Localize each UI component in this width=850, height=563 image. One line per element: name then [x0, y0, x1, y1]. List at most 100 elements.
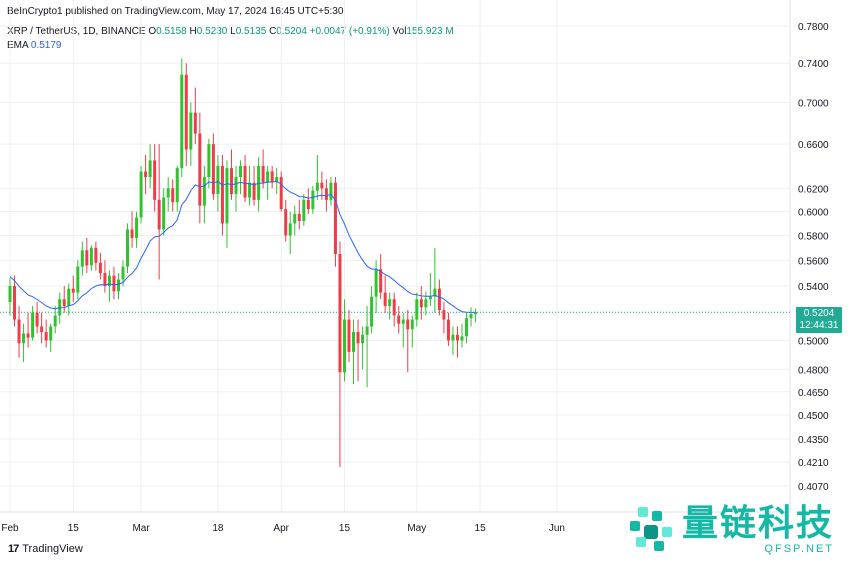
published-line: BeInCrypto1 published on TradingView.com…: [7, 6, 344, 17]
candle-body: [306, 199, 310, 210]
x-tick-label: May: [407, 523, 426, 534]
tradingview-brand[interactable]: 17 TradingView: [8, 543, 83, 555]
candle-body: [397, 315, 401, 324]
candle-body: [352, 332, 356, 352]
candle-body: [270, 171, 274, 182]
y-tick-label: 0.4800: [798, 365, 829, 376]
candle-body: [406, 319, 410, 330]
candle-body: [80, 250, 84, 267]
candle-body: [62, 299, 66, 306]
ema-line: [9, 180, 476, 313]
candle-body: [211, 144, 215, 195]
candle-body: [85, 250, 89, 266]
x-tick-label: Apr: [273, 523, 289, 534]
candle-body: [225, 168, 229, 224]
candle-body: [35, 312, 39, 327]
candle-body: [126, 229, 130, 267]
candle-body: [162, 197, 166, 230]
y-tick-label: 0.7400: [798, 59, 829, 70]
candle-body: [89, 247, 93, 266]
x-tick-label: Mar: [132, 523, 150, 534]
candle-body: [347, 319, 351, 352]
high-label: H: [189, 26, 197, 37]
candle-body: [26, 333, 30, 338]
x-tick-label: 18: [212, 523, 224, 534]
y-tick-label: 0.7800: [798, 22, 829, 33]
y-tick-label: 0.5000: [798, 336, 829, 347]
y-tick-label: 0.4650: [798, 388, 829, 399]
x-tick-label: Jun: [549, 523, 565, 534]
ema-legend[interactable]: EMA 0.5179: [7, 40, 62, 51]
candle-body: [261, 165, 265, 183]
candle-body: [103, 273, 107, 287]
candle-body: [342, 319, 346, 373]
candle-body: [198, 133, 202, 206]
watermark-cn-text: 量链科技: [682, 502, 835, 543]
candle-body: [356, 332, 360, 344]
y-tick-label: 0.6000: [798, 208, 829, 219]
candle-body: [374, 269, 378, 297]
candle-body: [410, 319, 414, 330]
current-price-tag: 0.5204 12:44:31: [796, 307, 842, 333]
candle-body: [451, 334, 455, 341]
ema-value: 0.5179: [30, 40, 62, 51]
open-label: O: [148, 26, 157, 37]
candle-body: [157, 199, 161, 230]
y-tick-label: 0.5800: [798, 232, 829, 243]
candle-body: [428, 296, 432, 300]
candle-body: [302, 199, 306, 222]
candle-body: [193, 112, 197, 134]
candle-body: [71, 288, 75, 293]
y-tick-label: 0.7000: [798, 99, 829, 110]
candle-body: [324, 188, 328, 200]
candle-body: [175, 168, 179, 203]
candle-body: [216, 165, 220, 195]
candle-body: [171, 188, 175, 203]
candle-body: [275, 177, 279, 182]
bar-countdown: 12:44:31: [799, 320, 839, 331]
candle-body: [474, 312, 478, 315]
candle-body: [379, 269, 383, 293]
candle-body: [121, 266, 125, 280]
candle-body: [184, 74, 188, 150]
x-tick-label: 15: [68, 523, 80, 534]
close-label: C: [269, 26, 277, 37]
candle-body: [31, 312, 35, 338]
ema-label: EMA: [7, 40, 29, 51]
candle-body: [234, 177, 238, 195]
candle-body: [17, 319, 21, 344]
candle-body: [112, 275, 116, 292]
y-tick-label: 0.5400: [798, 282, 829, 293]
low-label: L: [230, 26, 236, 37]
candle-body: [437, 288, 441, 311]
change-value: +0.0047 (+0.91%): [309, 26, 390, 37]
candle-body: [415, 299, 419, 320]
candle-body: [40, 326, 44, 333]
candle-body: [94, 247, 98, 263]
candle-body: [442, 310, 446, 320]
candle-body: [53, 315, 57, 327]
symbol-label[interactable]: XRP / TetherUS, 1D, BINANCE: [7, 26, 146, 37]
x-tick-label: Feb: [1, 523, 19, 534]
candle-body: [130, 229, 134, 238]
candle-body: [8, 286, 12, 302]
high-value: 0.5230: [196, 26, 228, 37]
candle-body: [180, 74, 184, 169]
candle-body: [320, 182, 324, 189]
candle-body: [207, 144, 211, 178]
candle-body: [49, 326, 53, 341]
low-value: 0.5135: [235, 26, 267, 37]
y-tick-label: 0.5600: [798, 256, 829, 267]
candle-body: [98, 262, 102, 274]
candle-body: [243, 165, 247, 198]
candle-body: [293, 213, 297, 224]
candle-body: [333, 182, 337, 255]
candle-body: [144, 171, 148, 178]
candle-body: [22, 333, 26, 344]
candle-body: [189, 112, 193, 150]
candle-body: [315, 182, 319, 191]
qfsp-watermark: 量链科技 QFSP.NET: [630, 503, 834, 555]
candle-body: [392, 299, 396, 316]
watermark-en-text: QFSP.NET: [764, 543, 835, 555]
